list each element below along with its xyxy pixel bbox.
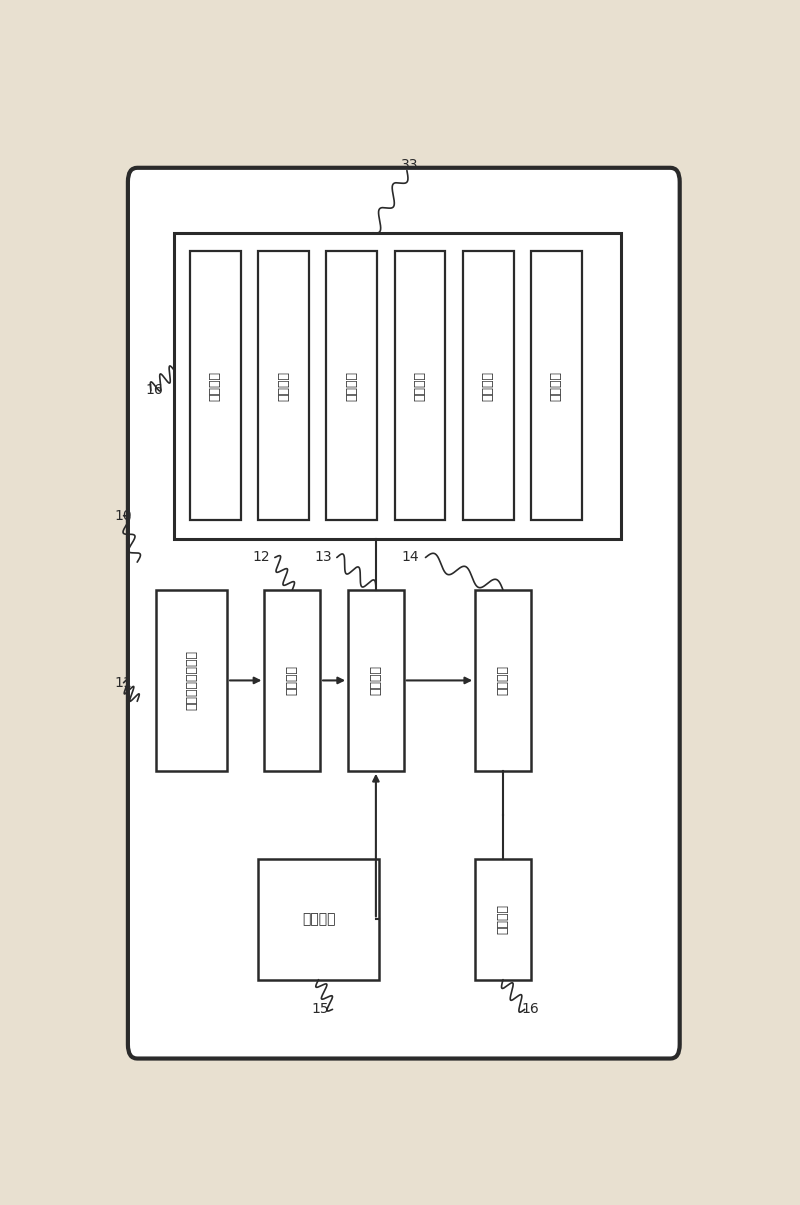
Bar [531, 252, 582, 521]
Text: 16: 16 [522, 1003, 539, 1016]
Bar [394, 252, 446, 521]
Text: 定位模块: 定位模块 [286, 665, 298, 695]
Bar [190, 252, 241, 521]
Bar [475, 859, 531, 980]
Bar [156, 590, 227, 771]
Bar [326, 252, 377, 521]
Bar [258, 859, 379, 980]
Text: 10: 10 [115, 509, 133, 523]
FancyBboxPatch shape [128, 167, 680, 1058]
Text: 地图数据: 地图数据 [482, 371, 494, 401]
Text: 地图数据: 地图数据 [414, 371, 426, 401]
Text: 13: 13 [315, 551, 333, 564]
Text: 地图数据: 地图数据 [346, 371, 358, 401]
Text: 显示模块: 显示模块 [497, 905, 510, 934]
Bar [174, 233, 621, 539]
Text: 运算模块: 运算模块 [370, 665, 382, 695]
Text: 15: 15 [312, 1003, 330, 1016]
Text: 卫星信号接收模块: 卫星信号接收模块 [185, 651, 198, 711]
Text: 14: 14 [402, 551, 419, 564]
Text: 11: 11 [115, 676, 133, 689]
Text: 地图数据: 地图数据 [277, 371, 290, 401]
Text: 通信模块: 通信模块 [497, 665, 510, 695]
Bar [475, 590, 531, 771]
Text: 33: 33 [402, 158, 418, 172]
Text: 地图数据: 地图数据 [550, 371, 563, 401]
Text: 地图数据: 地图数据 [209, 371, 222, 401]
Text: 人机介面: 人机介面 [302, 912, 335, 927]
Bar [258, 252, 309, 521]
Text: 16: 16 [146, 383, 163, 398]
Bar [264, 590, 320, 771]
Text: 12: 12 [253, 551, 270, 564]
Bar [462, 252, 514, 521]
Bar [348, 590, 404, 771]
